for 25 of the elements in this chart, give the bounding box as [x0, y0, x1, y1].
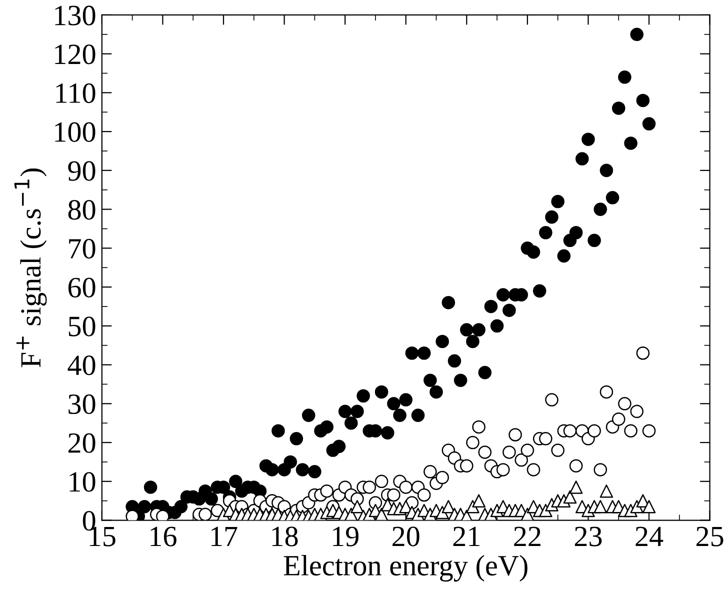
x-tick-label: 17 — [211, 526, 238, 546]
y-tick-label: 50 — [68, 316, 96, 336]
x-tick-label: 24 — [636, 526, 664, 546]
x-tick-label: 18 — [272, 526, 298, 546]
y-tick-label: 60 — [68, 278, 96, 298]
y-tick-label: 10 — [70, 472, 96, 492]
x-tick-label: 21 — [453, 526, 480, 546]
y-tick-label: 110 — [56, 83, 96, 104]
x-tick-label: 25 — [696, 526, 724, 546]
x-tick-label: 16 — [150, 526, 176, 546]
y-axis-title: F$^{+}$ signal (c.s$^{−1}$) — [14, 168, 47, 368]
y-tick-label: 100 — [55, 122, 96, 142]
y-tick-label: 30 — [68, 394, 96, 414]
x-tick-label: 20 — [392, 526, 420, 546]
x-axis-title: Electron energy (eV) — [284, 555, 528, 582]
y-tick-label: 70 — [69, 238, 96, 259]
x-tick-label: 19 — [333, 526, 358, 546]
y-tick-label: 130 — [55, 6, 96, 26]
x-tick-label: 22 — [514, 526, 540, 546]
y-tick-label: 120 — [55, 44, 96, 64]
y-tick-label: 20 — [68, 433, 96, 453]
y-tick-label: 90 — [68, 161, 96, 181]
x-tick-label: 23 — [574, 526, 602, 546]
y-tick-label: 80 — [68, 200, 96, 220]
y-tick-label: 40 — [68, 356, 96, 376]
